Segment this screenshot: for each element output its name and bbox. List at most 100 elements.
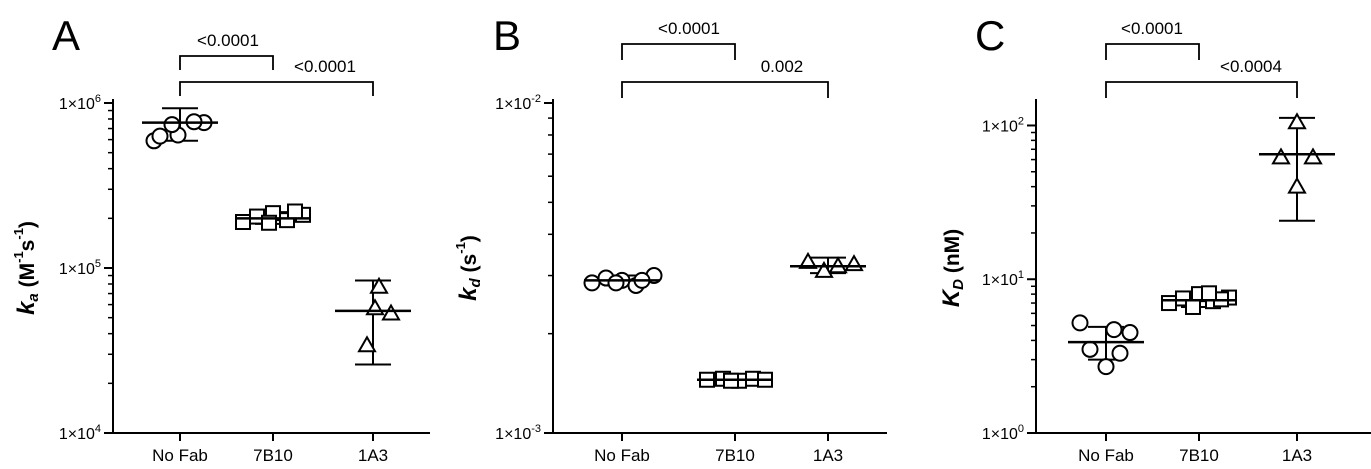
y-label-unit: (nM) <box>941 229 964 279</box>
p-value-label: <0.0001 <box>294 57 356 76</box>
y-tick-exponent: 6 <box>95 93 101 105</box>
data-point <box>357 335 377 353</box>
y-tick-exponent: 4 <box>95 423 101 435</box>
bracket-line <box>179 55 274 70</box>
data-point <box>1287 112 1307 130</box>
y-tick-base: 1×10 <box>59 261 95 278</box>
x-tick-label: No Fab <box>1078 446 1134 465</box>
data-point <box>381 303 401 321</box>
panel-letter: A <box>52 12 80 59</box>
data-point <box>814 260 834 278</box>
data-point <box>365 298 385 316</box>
x-tick-label: No Fab <box>594 446 650 465</box>
data-point <box>1287 176 1307 194</box>
y-label-superscript: -1 <box>11 228 26 240</box>
data-point <box>798 251 818 269</box>
y-label-symbol: K <box>938 288 965 307</box>
series-7b10 <box>1161 285 1237 315</box>
x-tick-label: 1A3 <box>358 446 388 465</box>
y-tick-exponent: 0 <box>1018 423 1024 435</box>
y-tick-exponent: 5 <box>95 258 101 270</box>
bracket-line <box>1105 81 1298 98</box>
series-no-fab <box>1068 314 1144 376</box>
y-label-unit: ) <box>458 235 481 242</box>
x-tick-label: 1A3 <box>813 446 843 465</box>
data-point <box>1185 298 1201 315</box>
y-tick-exponent: 1 <box>1018 269 1024 281</box>
y-axis-label: ka (M-1s-1) <box>11 221 42 315</box>
y-tick-label: 1×10-2 <box>495 93 541 113</box>
bracket-line <box>1105 43 1200 60</box>
data-point <box>1105 321 1123 339</box>
x-tick-label: No Fab <box>152 446 208 465</box>
data-point <box>1097 358 1115 376</box>
y-label-unit: (M <box>16 263 39 293</box>
y-tick-exponent: -2 <box>531 93 541 105</box>
data-point <box>1271 147 1291 165</box>
data-point <box>1081 340 1099 358</box>
bracket-line <box>621 43 736 60</box>
data-point <box>369 276 389 294</box>
y-label-symbol: k <box>13 300 40 315</box>
data-point <box>1121 324 1139 342</box>
data-point <box>1303 147 1323 165</box>
y-label-subscript: d <box>467 277 484 287</box>
p-value-label: 0.002 <box>761 57 804 76</box>
x-tick-label: 7B10 <box>1179 446 1219 465</box>
series-1a3 <box>1259 112 1335 222</box>
p-value-label: <0.0001 <box>197 31 259 50</box>
significance-bracket: <0.0001 <box>179 57 374 96</box>
y-label-superscript: -1 <box>453 242 468 254</box>
y-tick-label: 1×100 <box>982 423 1024 443</box>
series-1a3 <box>335 276 411 366</box>
p-value-label: <0.0001 <box>1121 19 1183 38</box>
p-value-label: <0.0004 <box>1220 57 1282 76</box>
y-tick-base: 1×10 <box>982 272 1018 289</box>
y-tick-base: 1×10 <box>982 426 1018 443</box>
y-tick-label: 1×102 <box>982 115 1024 135</box>
significance-bracket: <0.0001 <box>621 19 736 60</box>
series-no-fab <box>583 267 663 294</box>
x-tick-label: 7B10 <box>715 446 755 465</box>
significance-bracket: <0.0001 <box>1105 19 1200 60</box>
panel-letter: B <box>493 12 521 59</box>
series-1a3 <box>790 251 866 278</box>
y-axis-label: KD (nM) <box>938 229 967 307</box>
y-tick-exponent: 2 <box>1018 115 1024 127</box>
y-tick-base: 1×10 <box>982 118 1018 135</box>
data-point <box>287 203 303 220</box>
y-axis-label: kd (s-1) <box>453 235 484 301</box>
y-tick-base: 1×10 <box>59 426 95 443</box>
y-tick-label: 1×105 <box>59 258 101 278</box>
panel-letter: C <box>975 12 1005 59</box>
significance-bracket: 0.002 <box>621 57 829 98</box>
x-tick-label: 1A3 <box>1282 446 1312 465</box>
y-label-superscript: -1 <box>11 251 26 263</box>
data-point <box>1201 285 1217 302</box>
y-tick-base: 1×10 <box>495 96 531 113</box>
y-label-unit: (s <box>458 254 481 279</box>
data-point <box>607 274 625 292</box>
bracket-line <box>179 81 374 96</box>
data-point <box>163 116 181 134</box>
significance-bracket: <0.0004 <box>1105 57 1298 98</box>
y-tick-label: 1×106 <box>59 93 101 113</box>
y-label-symbol: k <box>455 286 482 301</box>
y-label-subscript: D <box>950 279 967 290</box>
y-tick-base: 1×10 <box>495 426 531 443</box>
series-7b10 <box>235 203 311 231</box>
y-label-unit: ) <box>16 221 39 228</box>
y-tick-exponent: -3 <box>531 423 541 435</box>
y-tick-label: 1×101 <box>982 269 1024 289</box>
y-tick-base: 1×10 <box>59 96 95 113</box>
data-point <box>1071 314 1089 332</box>
y-label-subscript: a <box>25 293 42 301</box>
significance-bracket: <0.0001 <box>179 31 274 70</box>
series-7b10 <box>697 370 773 389</box>
y-label-unit: s <box>16 240 39 252</box>
data-point <box>1161 295 1177 312</box>
p-value-label: <0.0001 <box>658 19 720 38</box>
